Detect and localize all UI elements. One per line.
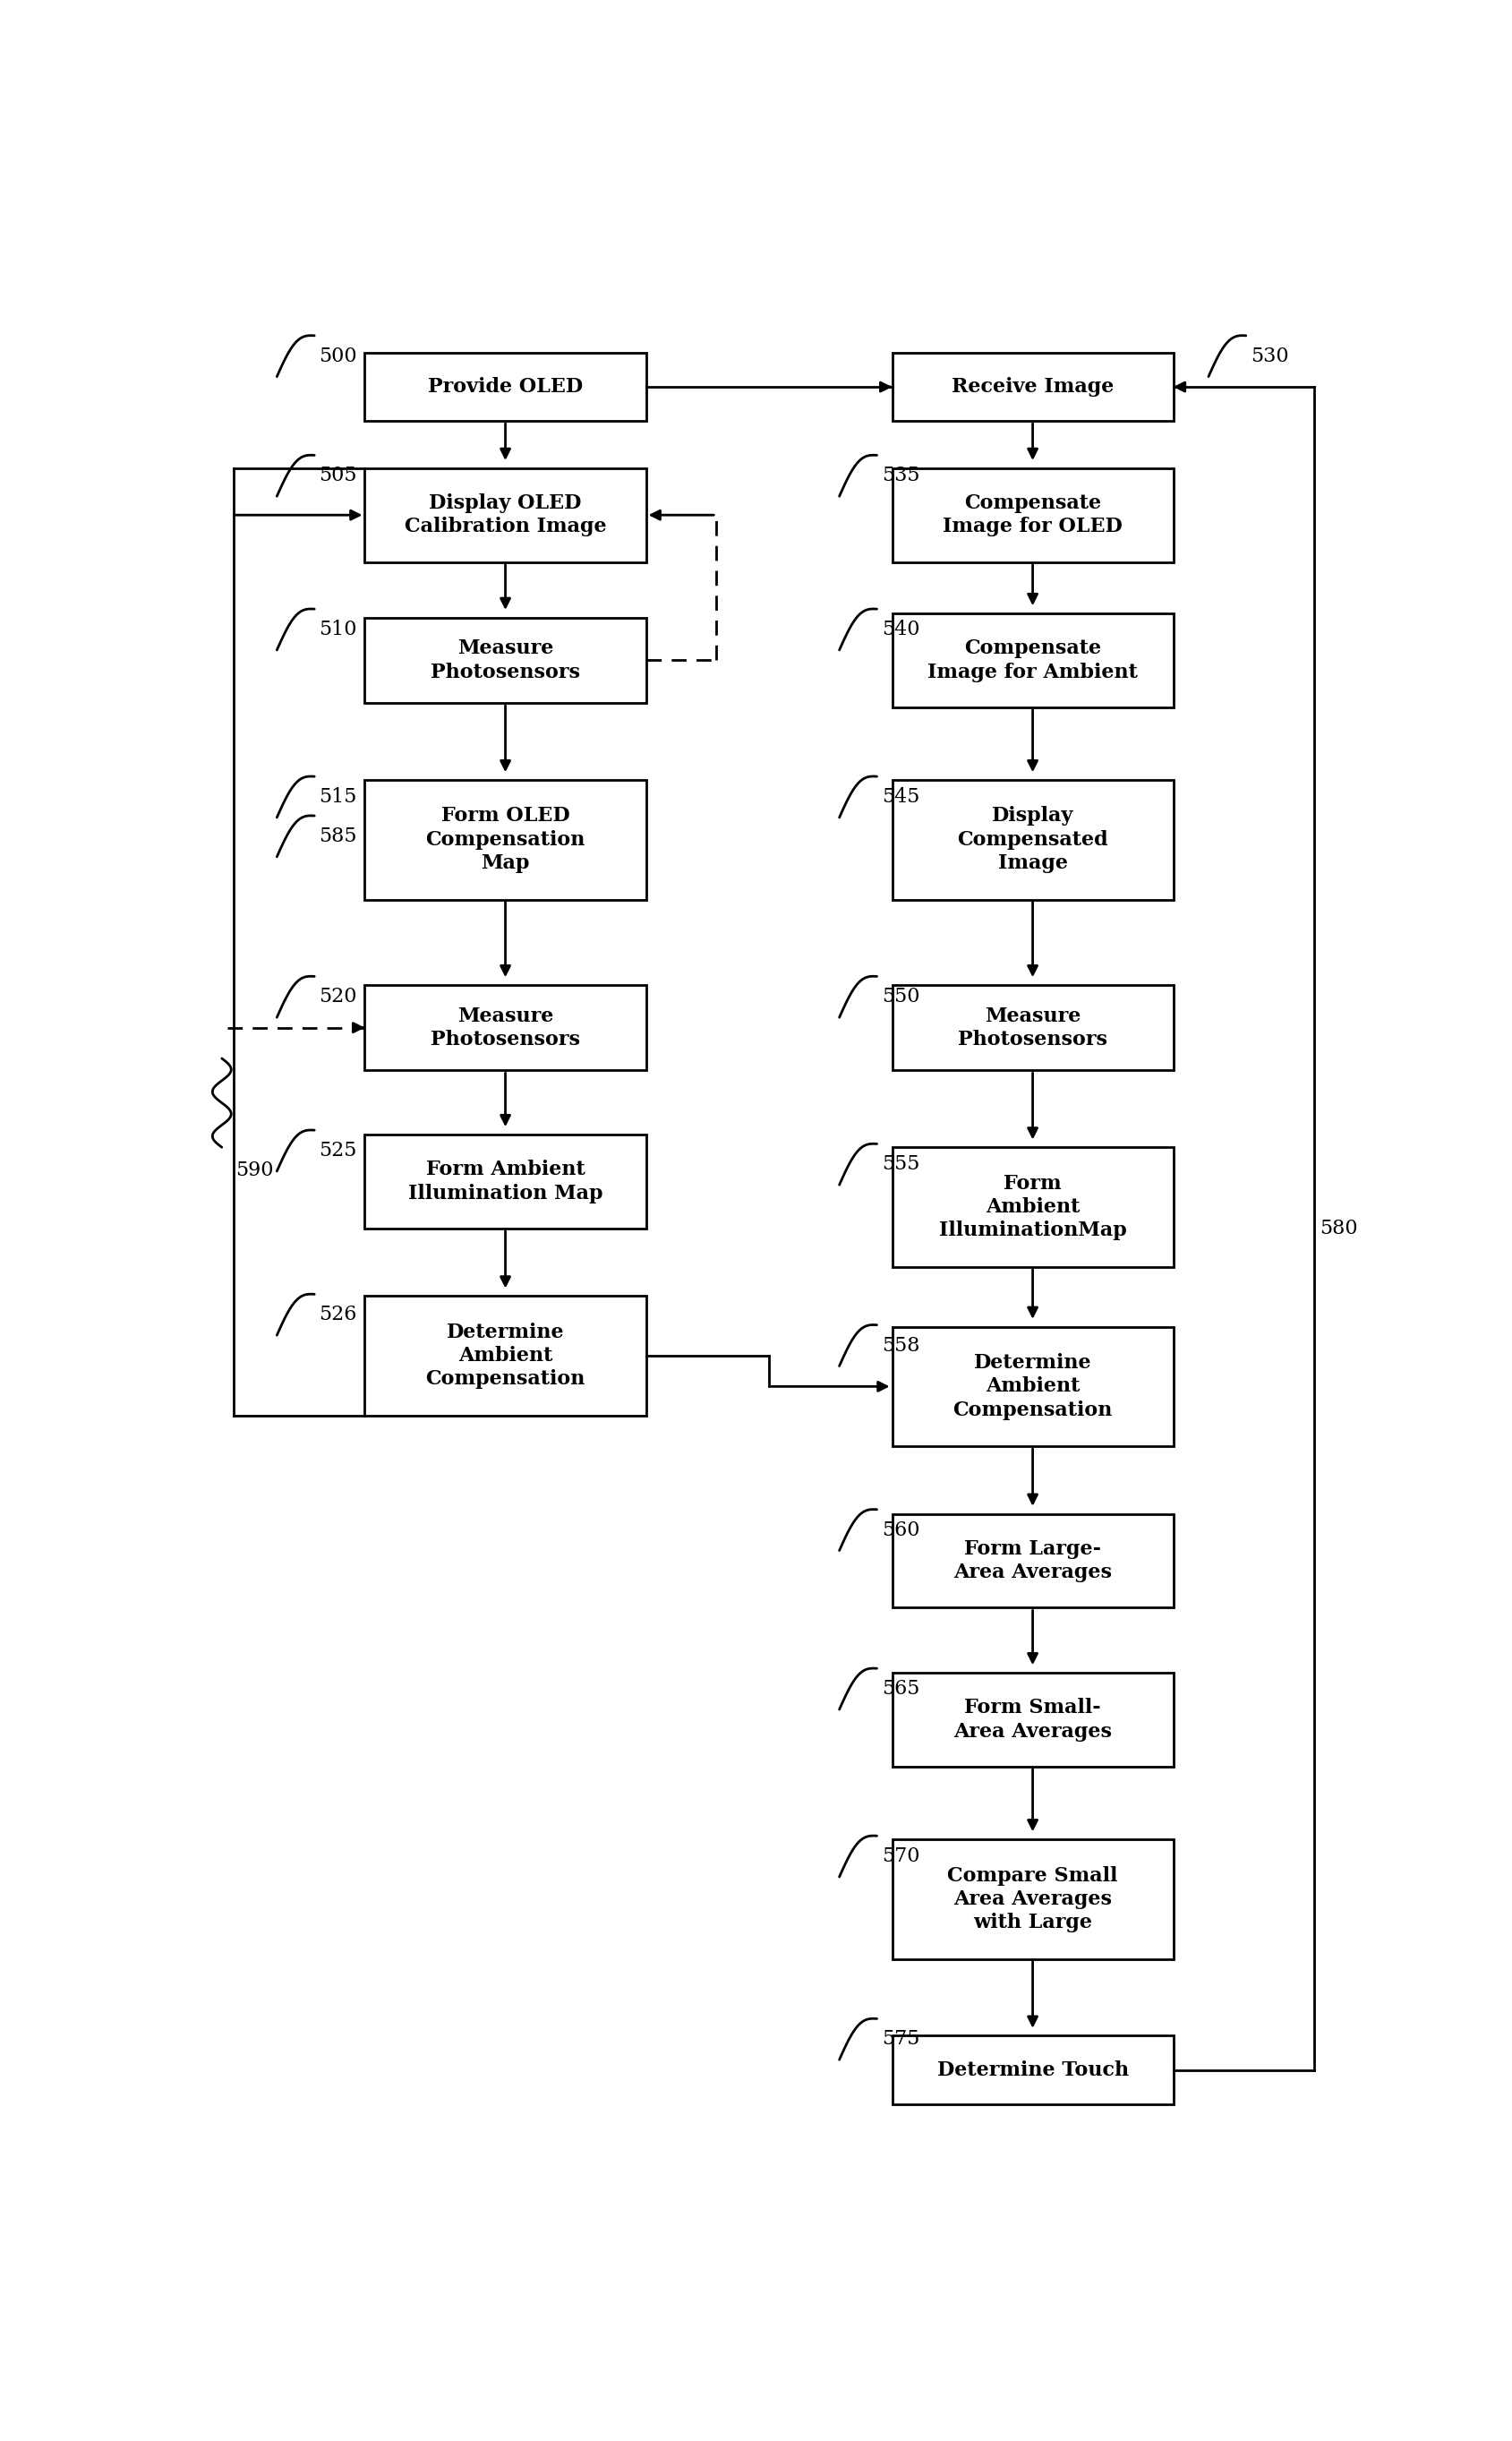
Text: Display OLED
Calibration Image: Display OLED Calibration Image	[404, 493, 606, 537]
FancyBboxPatch shape	[892, 1672, 1173, 1767]
FancyBboxPatch shape	[364, 986, 646, 1069]
FancyBboxPatch shape	[892, 352, 1173, 420]
Text: 590: 590	[236, 1162, 274, 1181]
Text: 560: 560	[881, 1521, 919, 1540]
Text: Receive Image: Receive Image	[951, 376, 1114, 398]
FancyBboxPatch shape	[892, 1841, 1173, 1958]
Text: 570: 570	[881, 1845, 919, 1867]
Text: Compensate
Image for Ambient: Compensate Image for Ambient	[927, 640, 1139, 681]
FancyBboxPatch shape	[892, 779, 1173, 898]
FancyBboxPatch shape	[364, 1135, 646, 1228]
FancyBboxPatch shape	[892, 1147, 1173, 1267]
FancyBboxPatch shape	[892, 2036, 1173, 2104]
Text: 526: 526	[319, 1306, 357, 1325]
Text: Determine
Ambient
Compensation: Determine Ambient Compensation	[953, 1352, 1113, 1421]
Text: 580: 580	[1320, 1218, 1358, 1238]
Text: Measure
Photosensors: Measure Photosensors	[959, 1006, 1107, 1050]
Text: 500: 500	[319, 347, 357, 366]
FancyBboxPatch shape	[892, 469, 1173, 561]
Text: 555: 555	[881, 1155, 919, 1174]
Text: Determine
Ambient
Compensation: Determine Ambient Compensation	[425, 1323, 585, 1389]
Text: 515: 515	[319, 786, 357, 808]
Text: Form Small-
Area Averages: Form Small- Area Averages	[954, 1699, 1111, 1740]
Text: 545: 545	[881, 786, 919, 808]
Text: Provide OLED: Provide OLED	[428, 376, 584, 398]
Text: 525: 525	[319, 1140, 357, 1159]
Text: 520: 520	[319, 986, 357, 1006]
Text: Measure
Photosensors: Measure Photosensors	[431, 640, 581, 681]
FancyBboxPatch shape	[364, 618, 646, 703]
Text: 575: 575	[881, 2028, 919, 2048]
Text: 510: 510	[319, 620, 357, 640]
FancyBboxPatch shape	[892, 1328, 1173, 1445]
Text: 535: 535	[881, 466, 919, 486]
Text: Measure
Photosensors: Measure Photosensors	[431, 1006, 581, 1050]
Text: Form
Ambient
IlluminationMap: Form Ambient IlluminationMap	[939, 1174, 1126, 1240]
FancyBboxPatch shape	[892, 1513, 1173, 1609]
Text: Compare Small
Area Averages
with Large: Compare Small Area Averages with Large	[948, 1865, 1117, 1933]
FancyBboxPatch shape	[364, 469, 646, 561]
Text: 585: 585	[319, 827, 357, 847]
Text: 540: 540	[881, 620, 919, 640]
FancyBboxPatch shape	[892, 613, 1173, 708]
Text: Compensate
Image for OLED: Compensate Image for OLED	[943, 493, 1122, 537]
FancyBboxPatch shape	[364, 779, 646, 898]
Text: Form Ambient
Illumination Map: Form Ambient Illumination Map	[408, 1159, 603, 1203]
Text: Display
Compensated
Image: Display Compensated Image	[957, 806, 1108, 874]
Text: 530: 530	[1250, 347, 1288, 366]
Text: Form OLED
Compensation
Map: Form OLED Compensation Map	[425, 806, 585, 874]
Text: Determine Touch: Determine Touch	[937, 2060, 1128, 2080]
FancyBboxPatch shape	[892, 986, 1173, 1069]
Text: 558: 558	[881, 1335, 919, 1355]
FancyBboxPatch shape	[364, 352, 646, 420]
Text: 550: 550	[881, 986, 919, 1006]
Text: 505: 505	[319, 466, 357, 486]
Text: Form Large-
Area Averages: Form Large- Area Averages	[954, 1540, 1111, 1582]
FancyBboxPatch shape	[364, 1296, 646, 1416]
Text: 565: 565	[881, 1679, 919, 1699]
